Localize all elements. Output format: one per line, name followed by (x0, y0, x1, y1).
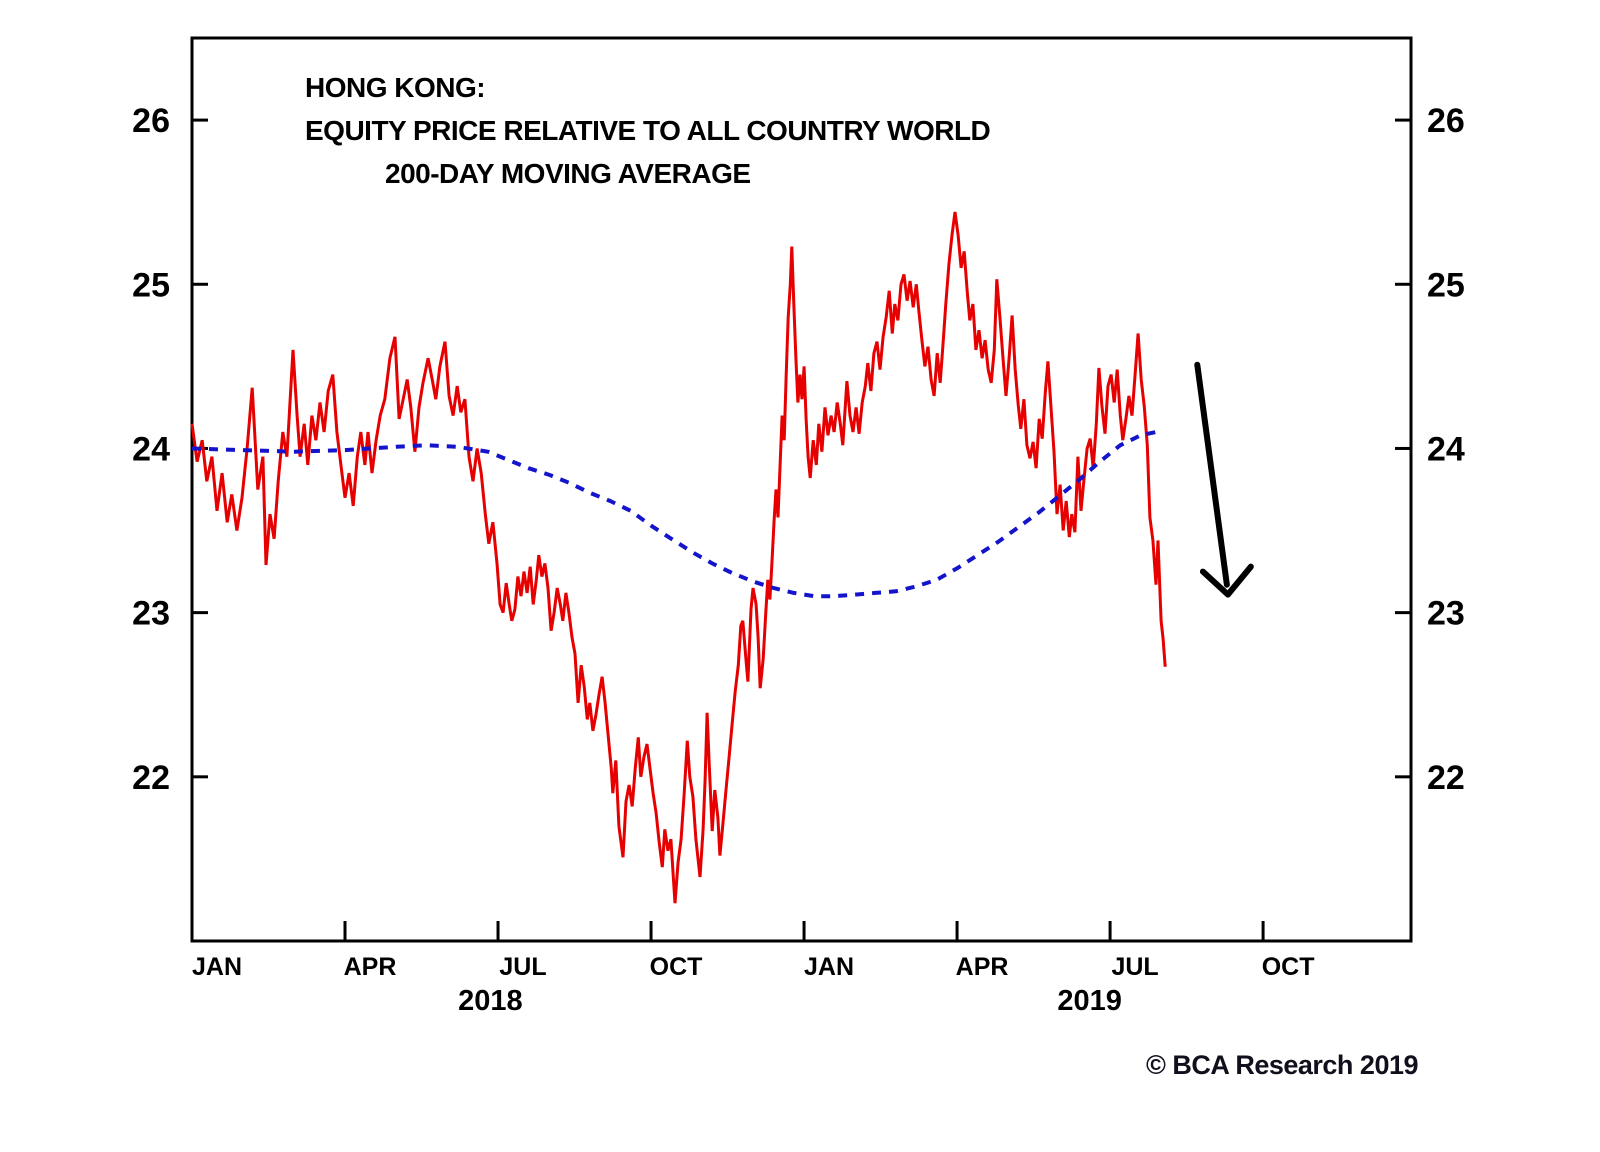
chart-title-line1: HONG KONG: (305, 72, 486, 103)
chart-title-line2: EQUITY PRICE RELATIVE TO ALL COUNTRY WOR… (305, 115, 991, 146)
x-axis-month-label: APR (344, 953, 397, 981)
y-axis-label-right: 26 (1427, 102, 1465, 140)
x-axis-year-label: 2019 (1057, 985, 1122, 1017)
x-axis-year-label: 2018 (458, 985, 523, 1017)
x-axis-month-label: JAN (804, 953, 854, 981)
downtrend-arrow-shaft (1194, 361, 1230, 588)
x-axis-month-label: JUL (1111, 953, 1158, 981)
x-axis-month-label: APR (956, 953, 1009, 981)
moving-average-legend-dash-icon (306, 171, 373, 176)
x-axis-month-label: JAN (192, 953, 242, 981)
x-axis-month-label: JUL (499, 953, 546, 981)
x-axis-month-label: OCT (1262, 953, 1315, 981)
x-axis-month-label: OCT (650, 953, 703, 981)
moving-average-legend-label: 200-DAY MOVING AVERAGE (385, 158, 751, 189)
equity-price-relative-line (190, 211, 1167, 904)
y-axis-label-left: 24 (132, 430, 170, 468)
y-axis-label-left: 23 (132, 595, 170, 633)
y-axis-label-right: 23 (1427, 595, 1465, 633)
y-axis-label-right: 22 (1427, 759, 1465, 797)
y-axis-label-right: 24 (1427, 430, 1465, 468)
y-axis-label-right: 25 (1427, 266, 1465, 304)
y-axis-label-left: 26 (132, 102, 170, 140)
y-axis-label-left: 25 (132, 266, 170, 304)
plot-frame (190, 36, 1413, 943)
copyright-notice: © BCA Research 2019 (1145, 1050, 1419, 1080)
downtrend-arrow-head (1199, 563, 1254, 598)
y-axis-label-left: 22 (132, 759, 170, 797)
200-day-moving-average-line (191, 430, 1157, 599)
